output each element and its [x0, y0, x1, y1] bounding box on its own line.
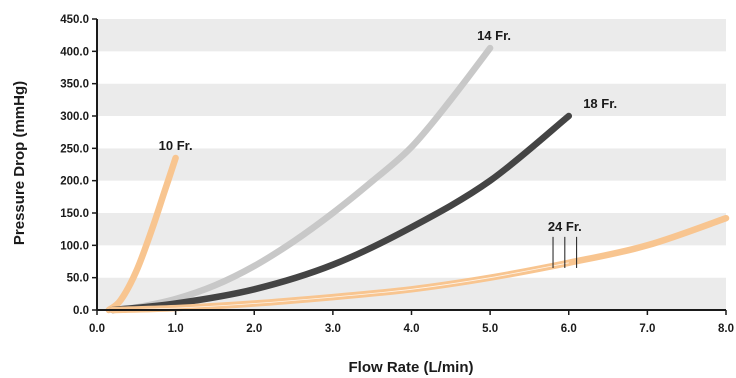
grid-band — [97, 148, 726, 181]
y-axis-title: Pressure Drop (mmHg) — [11, 81, 28, 245]
series-label: 18 Fr. — [583, 96, 617, 111]
x-tick-label: 0.0 — [89, 323, 105, 335]
grid-band — [97, 19, 726, 52]
x-tick-label: 1.0 — [168, 323, 184, 335]
series-line-10-fr — [105, 154, 179, 314]
y-tick-label: 50.0 — [67, 273, 89, 285]
y-tick-label: 250.0 — [60, 143, 89, 155]
x-tick-label: 6.0 — [561, 323, 577, 335]
x-axis-title: Flow Rate (L/min) — [349, 359, 474, 376]
y-tick-label: 350.0 — [60, 79, 89, 91]
grid-band — [97, 180, 726, 213]
x-tick-label: 3.0 — [325, 323, 341, 335]
y-tick-label: 300.0 — [60, 111, 89, 123]
y-tick-label: 450.0 — [60, 14, 89, 26]
x-tick-label: 7.0 — [639, 323, 655, 335]
series-line-24-fr-highlight — [112, 262, 569, 311]
y-tick-label: 400.0 — [60, 46, 89, 58]
y-tick-label: 0.0 — [73, 305, 89, 317]
x-tick-label: 2.0 — [246, 323, 262, 335]
series-label: 14 Fr. — [477, 28, 511, 43]
grid-band — [97, 83, 726, 116]
series-labels: 10 Fr. 14 Fr. 18 Fr. 24 Fr. — [159, 28, 617, 268]
x-tick-label: 8.0 — [718, 323, 734, 335]
series-label: 24 Fr. — [548, 219, 582, 234]
series-line-18-fr — [109, 112, 573, 314]
y-tick-label: 150.0 — [60, 208, 89, 220]
x-tick-label: 5.0 — [482, 323, 498, 335]
y-tick-label: 200.0 — [60, 176, 89, 188]
y-tick-label: 100.0 — [60, 240, 89, 252]
series-label: 10 Fr. — [159, 138, 193, 153]
grid-band — [97, 51, 726, 84]
grid-bands — [97, 19, 726, 310]
series-lines — [105, 44, 730, 314]
axes: 0.0 50.0 100.0 150.0 200.0 250.0 300.0 350.0 400… — [60, 14, 734, 335]
x-tick-label: 4.0 — [404, 323, 420, 335]
